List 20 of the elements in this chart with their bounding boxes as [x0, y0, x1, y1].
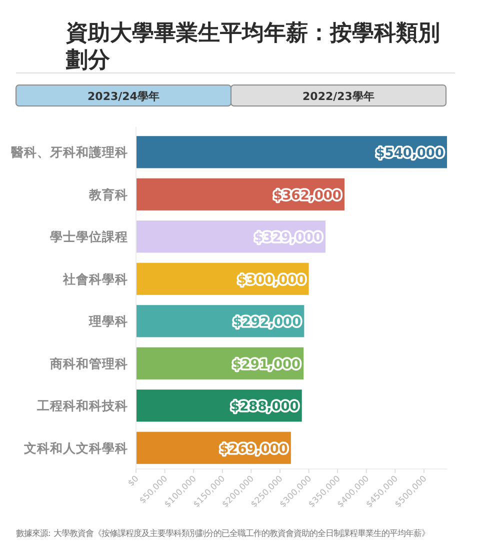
y-tick-label: 理學科 — [88, 314, 128, 329]
data-label: $300,000 — [238, 272, 306, 288]
y-tick-label: 醫科、牙科和護理科 — [11, 144, 128, 160]
y-tick-label: 文科和人文科學科 — [23, 440, 128, 456]
data-label: $292,000 — [232, 315, 302, 330]
y-tick-label: 學士學位課程 — [50, 229, 128, 244]
text: 2023/24學年 — [88, 90, 160, 103]
y-tick-label: 教育科 — [88, 186, 128, 202]
text: 2022/23學年 — [302, 90, 374, 103]
data-label: $288,000 — [230, 400, 299, 415]
y-tick-label: 工程科和科技科 — [36, 398, 128, 414]
y-tick-label: 社會科學科 — [62, 271, 128, 286]
data-label: $362,000 — [273, 188, 342, 204]
y-tick-label: 商科和管理科 — [49, 356, 128, 371]
data-label: $540,000 — [376, 146, 444, 162]
data-label: $291,000 — [232, 357, 301, 372]
title: 資助大學畢業生平均年薪：按學科類別劃分 — [66, 21, 440, 73]
x-tick-label: $0 — [126, 474, 142, 489]
text: 數據來源: 大學教資會《按修課程度及主要學科類別劃分的已全職工作的教資會資助的全日制課程畢業生的平均年薪》 — [16, 528, 430, 538]
data-label: $269,000 — [220, 442, 288, 457]
